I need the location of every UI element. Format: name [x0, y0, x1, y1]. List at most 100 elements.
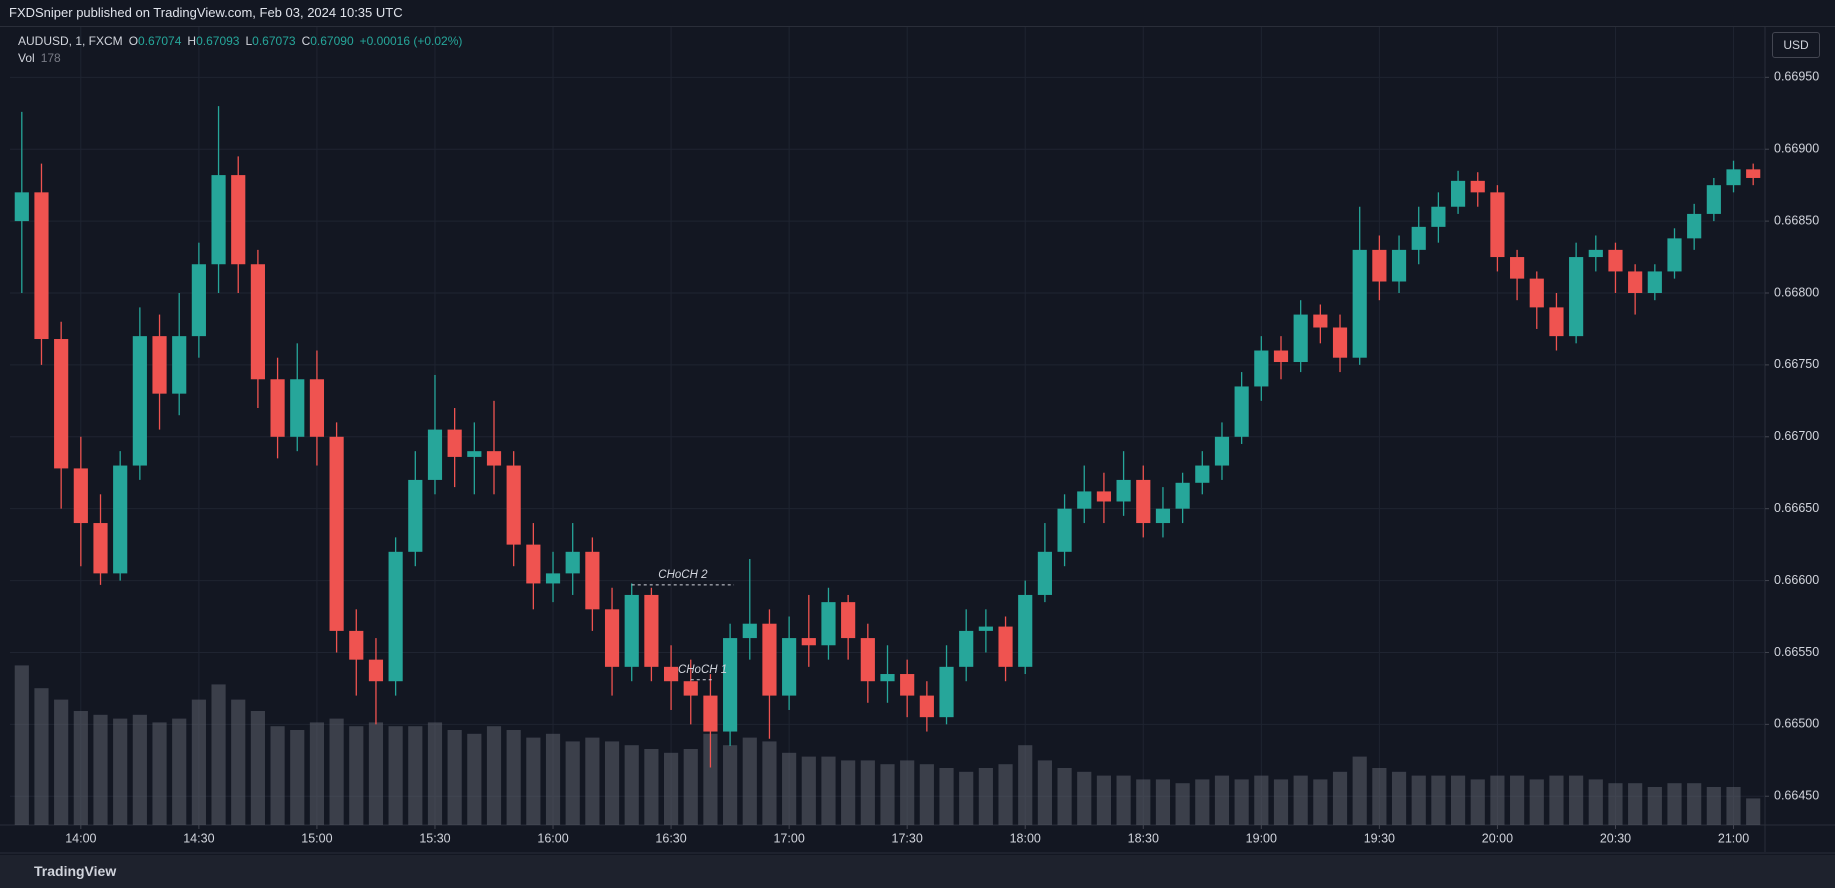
volume-bar [93, 714, 108, 825]
candle-body [467, 451, 482, 457]
volume-bar [1136, 779, 1151, 825]
candle-body [1510, 257, 1525, 279]
volume-bar [1510, 775, 1525, 825]
candle-body [1431, 206, 1446, 227]
candle-body [1372, 249, 1387, 282]
volume-bar [152, 722, 167, 825]
volume-bar [959, 771, 974, 825]
volume-bar [663, 752, 679, 825]
volume-bar [683, 749, 698, 825]
volume-bar [1529, 779, 1544, 825]
volume-bar [998, 764, 1013, 825]
volume-bar [486, 726, 502, 825]
candle-body [427, 429, 443, 480]
volume-bar [211, 684, 226, 825]
candle-body [1549, 307, 1564, 337]
candle-body [1116, 479, 1131, 502]
y-tick-label: 0.66900 [1774, 142, 1819, 156]
candle-body [1746, 169, 1761, 178]
footer: TradingView [0, 855, 1835, 888]
volume-bar [172, 718, 187, 825]
volume-bar [1018, 745, 1033, 825]
volume-bar [1588, 779, 1603, 825]
volume-bar [467, 733, 482, 825]
volume-bar [349, 726, 364, 825]
x-tick-label: 19:30 [1364, 831, 1395, 845]
candle-body [1155, 508, 1171, 524]
volume-bar [1155, 779, 1171, 825]
volume-bar [1746, 798, 1761, 825]
candle-body [1450, 180, 1466, 207]
currency-button[interactable]: USD [1772, 32, 1820, 58]
brand: TradingView [34, 863, 117, 879]
volume-bar [762, 741, 777, 825]
y-tick-label: 0.66700 [1774, 429, 1819, 443]
candle-body [231, 175, 246, 265]
candle-body [1175, 482, 1190, 509]
volume-bar [978, 768, 993, 825]
x-tick-label: 16:30 [655, 831, 686, 845]
candle-body [782, 638, 797, 696]
candle-body [132, 336, 147, 466]
candle-body [801, 638, 816, 646]
candle-body [309, 379, 325, 437]
volume-bar [565, 741, 580, 825]
y-tick-label: 0.66600 [1774, 573, 1819, 587]
candle-body [1706, 185, 1721, 214]
candle-body [742, 623, 757, 639]
volume-bar [231, 699, 246, 825]
volume-bar [1411, 775, 1426, 825]
candle-body [388, 551, 403, 682]
candle-body [1057, 508, 1072, 552]
volume-bar [723, 745, 738, 825]
candle-body [1332, 327, 1348, 358]
volume-bar [506, 730, 521, 825]
candle-body [526, 544, 541, 584]
volume-bar [821, 756, 836, 825]
volume-bar [1313, 779, 1328, 825]
volume-bar [1470, 779, 1485, 825]
candle-body [1411, 226, 1426, 250]
candle-body [703, 695, 718, 732]
volume-bar [113, 718, 128, 825]
volume-bar [1254, 775, 1269, 825]
candle-body [939, 666, 954, 718]
volume-bar [782, 752, 797, 825]
volume-bar [408, 726, 423, 825]
top-bar: FXDSniper published on TradingView.com, … [0, 0, 1835, 27]
x-tick-label: 16:00 [537, 831, 568, 845]
y-tick-label: 0.66850 [1774, 213, 1819, 227]
volume-bar [1214, 775, 1230, 825]
candle-body [1391, 249, 1407, 282]
volume-bar [604, 741, 620, 825]
candle-body [152, 336, 167, 394]
candle-body [1647, 271, 1662, 293]
volume-bar [290, 730, 305, 825]
candle-body [1588, 249, 1603, 258]
y-tick-label: 0.66550 [1774, 645, 1819, 659]
volume-bar [1273, 779, 1289, 825]
volume-bar [526, 737, 541, 825]
volume-bar [1037, 760, 1052, 825]
choch-label: CHoCH 2 [658, 569, 708, 581]
candle-body [1096, 491, 1112, 502]
candle-body [762, 623, 777, 696]
candle-body [211, 175, 226, 265]
publisher: FXDSniper published on TradingView.com, … [9, 5, 403, 20]
volume-bar [14, 665, 29, 825]
x-tick-label: 15:00 [301, 831, 332, 845]
candle-body [54, 339, 69, 469]
volume-bar [1372, 768, 1387, 825]
candle-body [506, 465, 521, 545]
volume-bar [132, 714, 147, 825]
y-tick-label: 0.66950 [1774, 70, 1819, 84]
x-tick-label: 21:00 [1718, 831, 1749, 845]
candle-body [14, 192, 29, 222]
candle-body [1352, 249, 1367, 358]
y-tick-label: 0.66450 [1774, 789, 1819, 803]
volume-bar [1195, 779, 1210, 825]
x-tick-label: 17:00 [773, 831, 804, 845]
candle-body [1293, 314, 1308, 363]
candle-body [1628, 271, 1643, 293]
